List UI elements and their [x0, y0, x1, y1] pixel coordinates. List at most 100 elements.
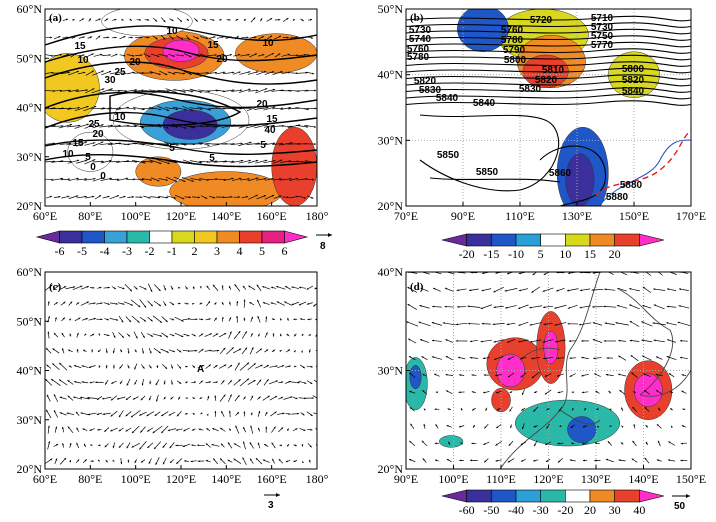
wind-vector-head: [485, 408, 488, 411]
wind-vector-head: [157, 55, 160, 57]
shaded-region: [101, 9, 193, 37]
wind-vector-head: [173, 196, 177, 199]
wind-vector-head: [185, 287, 188, 290]
wind-vector-head: [531, 375, 535, 378]
wind-vector-head: [174, 161, 177, 164]
wind-vector-head: [259, 379, 262, 382]
wind-vector-head: [98, 18, 101, 21]
wind-vector-head: [445, 339, 448, 342]
wind-vector-head: [155, 383, 158, 386]
wind-vector-head: [666, 305, 669, 308]
panel-d-coastlines: [499, 272, 691, 469]
wind-vector-head: [595, 390, 598, 393]
colorbar-cell: [589, 233, 615, 247]
colorbar-tick-label: 20: [584, 503, 596, 517]
wind-vector: [172, 123, 187, 129]
wind-vector-head: [447, 408, 450, 411]
wind-vector-head: [200, 302, 203, 305]
wind-vector-head: [191, 444, 194, 447]
wind-vector-head: [107, 286, 110, 289]
wind-vector-head: [274, 411, 277, 414]
x-tick-label: 140°E: [211, 472, 241, 486]
wind-vector-head: [280, 396, 284, 399]
shaded-region: [409, 364, 422, 390]
wind-vector-head: [163, 397, 166, 400]
panel-c-x-axis: 60°E 80°E 100°E 120°E 140°E 160°E 180°: [33, 465, 329, 486]
wind-vector-head: [165, 54, 168, 57]
wind-vector: [578, 322, 592, 326]
wind-vector-head: [178, 366, 182, 369]
wind-vector-head: [179, 381, 182, 384]
wind-vector-head: [58, 195, 61, 198]
x-tick-label: 90°E: [451, 209, 475, 223]
wind-vector-head: [534, 391, 537, 393]
wind-vector-head: [543, 273, 546, 275]
shaded-region: [515, 399, 620, 447]
wind-vector: [91, 88, 105, 94]
wind-vector-head: [591, 289, 594, 291]
colorbar-cell: [491, 489, 517, 503]
panel-b-label: (b): [410, 12, 424, 24]
wind-vector-head: [176, 461, 179, 464]
wind-vector-head: [249, 107, 252, 110]
colorbar-tick-label: 40: [633, 503, 645, 517]
wind-vector: [239, 362, 250, 371]
wind-vector-head: [542, 289, 545, 292]
wind-vector-head: [668, 373, 672, 376]
y-tick-label: 60°N: [17, 265, 43, 279]
wind-vector-head: [220, 427, 223, 430]
contour-line: [406, 74, 691, 80]
wind-vector-head: [423, 408, 426, 411]
wind-vector-head: [641, 321, 644, 324]
x-tick-label: 130°E: [562, 209, 592, 223]
wind-vector-head: [460, 408, 463, 411]
wind-vector-head: [214, 395, 217, 398]
wind-vector-head: [55, 302, 58, 305]
wind-vector-head: [306, 287, 309, 290]
wind-vector-head: [206, 71, 209, 74]
wind-vector-head: [456, 289, 459, 292]
wind-vector-head: [192, 413, 195, 416]
wind-vector-head: [265, 426, 268, 429]
wind-vector-head: [178, 286, 181, 289]
wind-vector-head: [167, 429, 170, 432]
wind-vector-head: [318, 383, 320, 385]
wind-vector-head: [130, 36, 133, 39]
contour-label: 5860: [549, 168, 572, 179]
wind-vector-head: [184, 126, 187, 129]
wind-vector-head: [579, 306, 582, 309]
wind-vector-head: [221, 302, 224, 305]
wind-vector-head: [223, 394, 226, 397]
wind-vector: [312, 395, 317, 399]
x-tick-label: 160°E: [257, 209, 287, 223]
wind-vector-head: [309, 445, 312, 448]
wind-vector-head: [186, 302, 189, 305]
wind-vector: [45, 107, 56, 110]
wind-vector-head: [200, 397, 203, 400]
wind-vector-head: [669, 391, 673, 394]
wind-vector-head: [172, 318, 175, 321]
wind-vector-head: [222, 53, 225, 56]
wind-vector-head: [308, 460, 311, 463]
wind-vector-head: [521, 408, 524, 411]
wind-vector-head: [262, 459, 265, 462]
wind-vector-head: [509, 409, 512, 412]
contour-line: [539, 145, 607, 206]
contour-line: [406, 80, 691, 87]
wind-vector-head: [67, 71, 70, 74]
wind-vector-head: [82, 54, 85, 57]
wind-vector-head: [110, 88, 113, 91]
wind-vector-head: [304, 381, 307, 384]
wind-vector-head: [86, 301, 89, 304]
wind-vector-head: [150, 319, 153, 322]
wind-vector-head: [47, 425, 50, 428]
wind-vector-head: [571, 391, 574, 394]
wind-vector-head: [653, 304, 656, 307]
wind-vector-head: [105, 382, 108, 385]
x-tick-label: 160°E: [257, 472, 287, 486]
wind-vector-head: [183, 90, 186, 93]
wind-vector-head: [304, 53, 307, 56]
wind-vector-head: [176, 143, 179, 146]
wind-vector-head: [54, 317, 57, 320]
colorbar-cell: [149, 230, 173, 244]
